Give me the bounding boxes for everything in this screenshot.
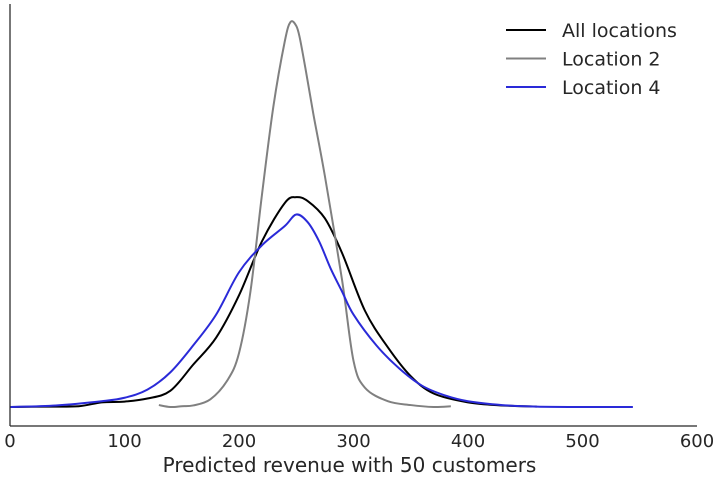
legend-label-location-2: Location 2 — [562, 49, 661, 71]
x-axis-label: Predicted revenue with 50 customers — [163, 453, 537, 477]
x-tick-label: 400 — [451, 431, 485, 452]
series-line-location-2 — [158, 20, 451, 409]
x-tick-label: 100 — [107, 431, 141, 452]
legend-label-location-4: Location 4 — [562, 77, 661, 99]
x-axis-ticks: 0 100 200 300 400 500 600 — [4, 431, 714, 452]
legend-label-all-locations: All locations — [562, 20, 677, 42]
series-lines — [9, 20, 633, 409]
x-tick-label: 300 — [336, 431, 370, 452]
x-tick-label: 500 — [565, 431, 599, 452]
x-tick-label: 200 — [222, 431, 256, 452]
x-tick-label: 0 — [4, 431, 15, 452]
series-line-location-4 — [9, 213, 633, 409]
x-tick-label: 600 — [680, 431, 714, 452]
legend: All locations Location 2 Location 4 — [506, 20, 677, 99]
